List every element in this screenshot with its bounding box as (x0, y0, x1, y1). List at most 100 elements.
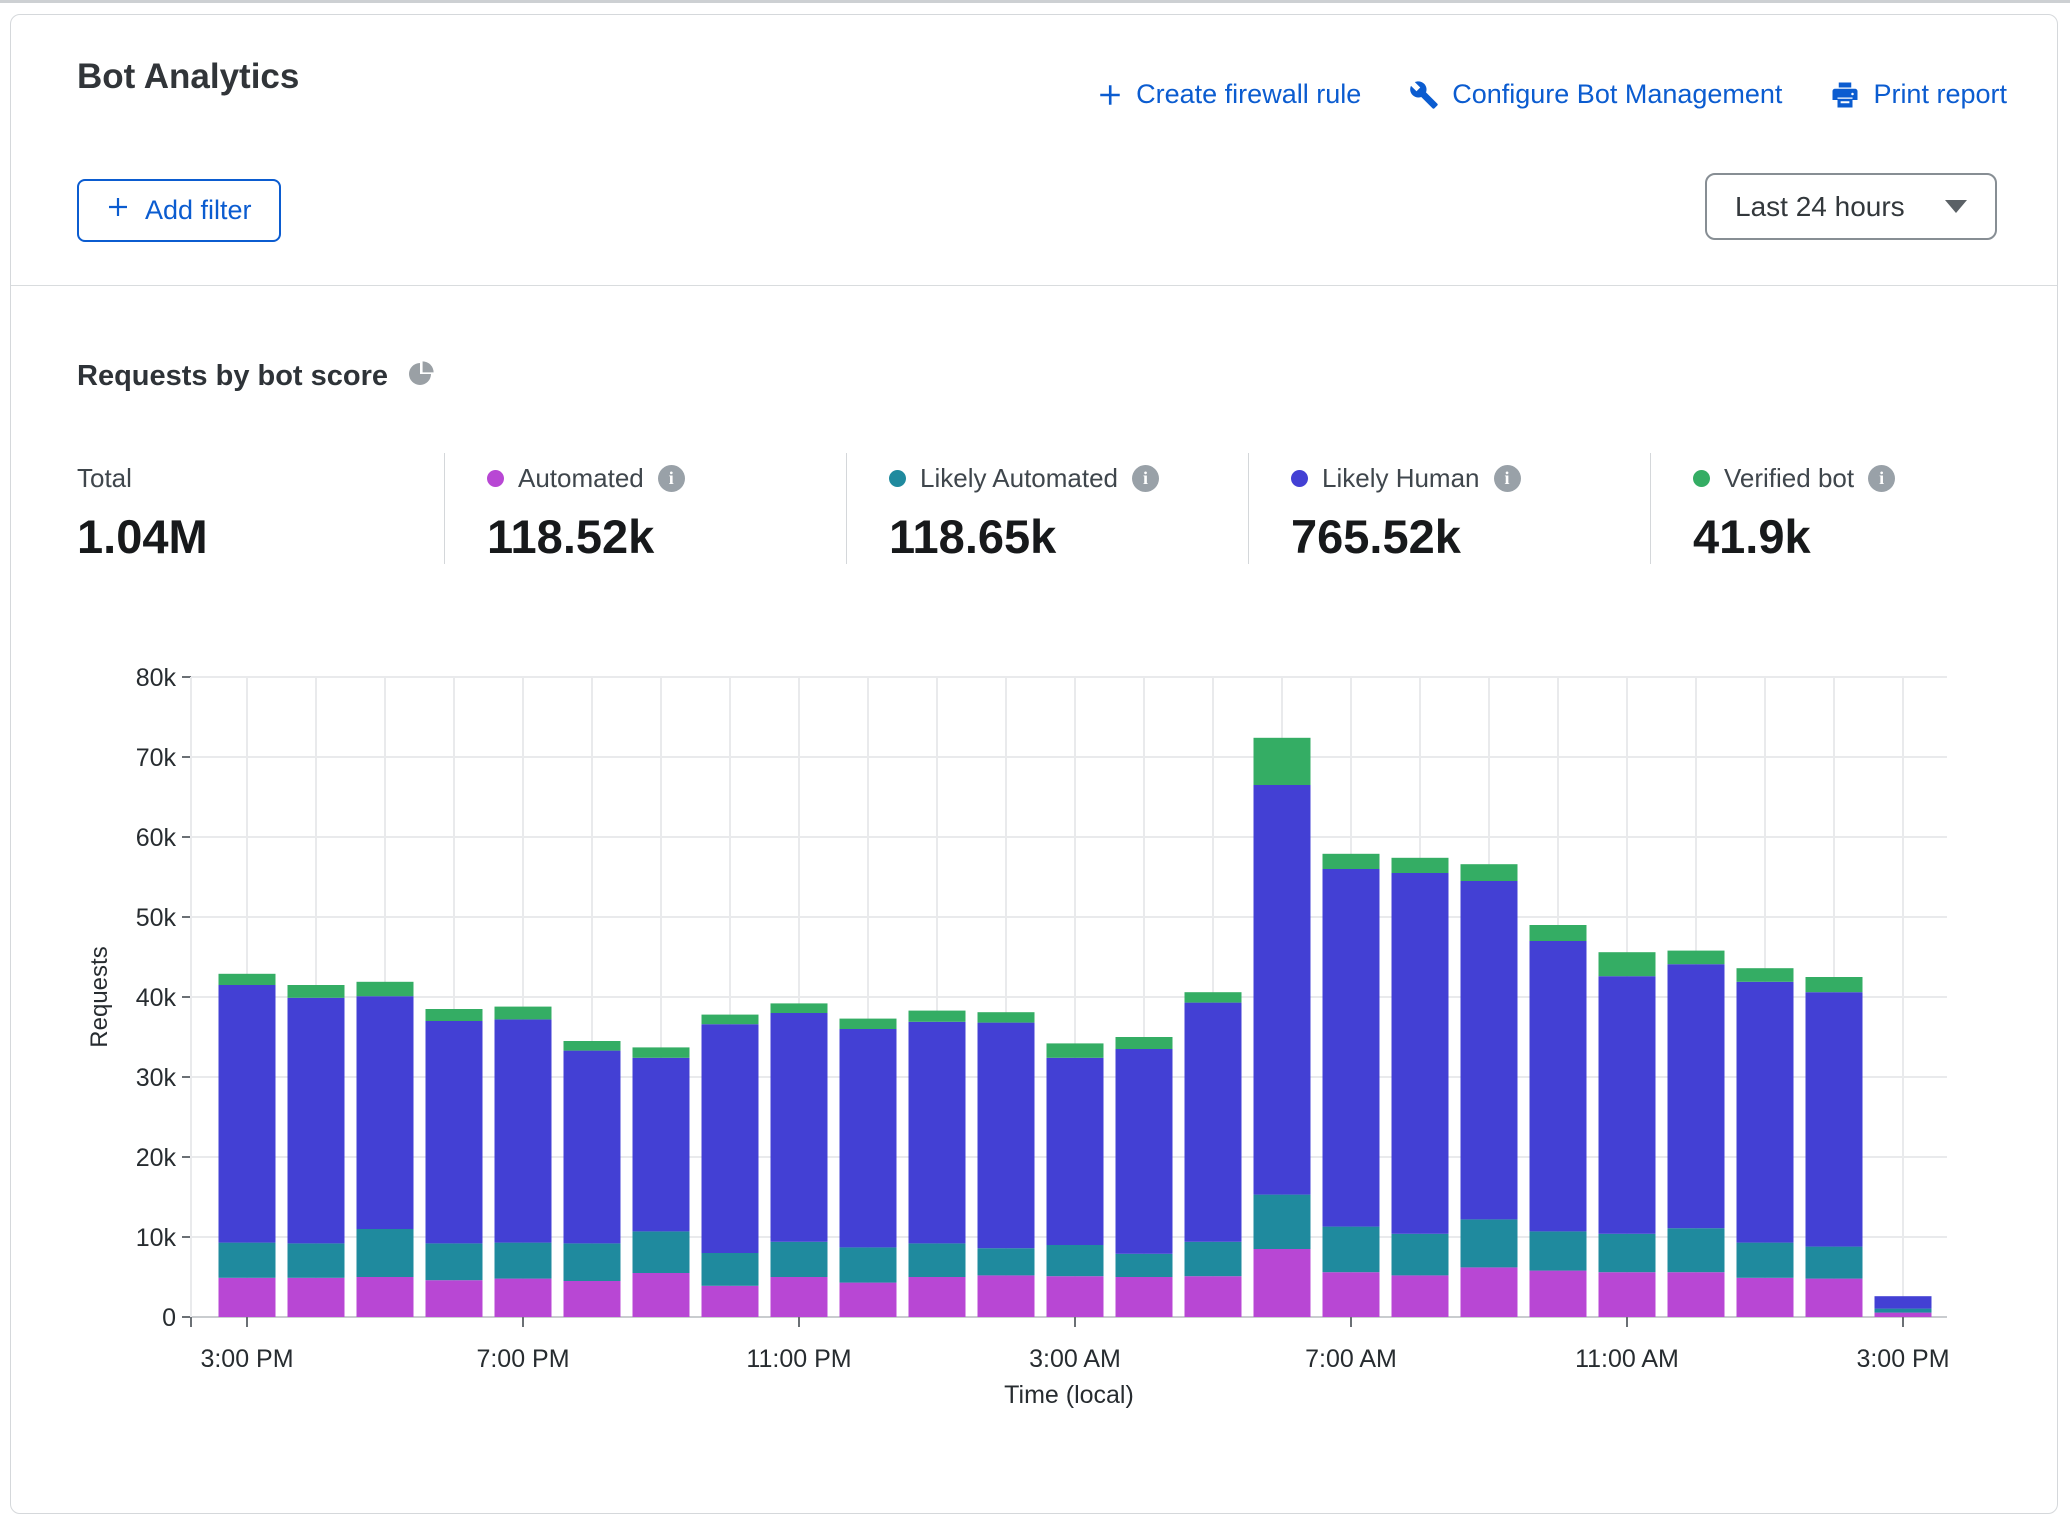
bar-segment-likely-human[interactable] (1875, 1296, 1932, 1308)
bar-segment-likely-human[interactable] (1737, 982, 1794, 1243)
bar-segment-likely-automated[interactable] (1116, 1254, 1173, 1277)
bar-segment-verified-bot[interactable] (1737, 968, 1794, 982)
bar-segment-verified-bot[interactable] (426, 1009, 483, 1021)
bar-segment-likely-human[interactable] (1185, 1003, 1242, 1242)
bar-segment-automated[interactable] (495, 1279, 552, 1317)
bar-segment-verified-bot[interactable] (288, 985, 345, 998)
bar-segment-verified-bot[interactable] (564, 1041, 621, 1051)
bar-segment-likely-human[interactable] (1116, 1049, 1173, 1254)
bar-segment-automated[interactable] (1668, 1272, 1725, 1317)
bar-segment-likely-automated[interactable] (1668, 1228, 1725, 1272)
bar-segment-likely-automated[interactable] (1323, 1227, 1380, 1273)
bar-segment-likely-automated[interactable] (1599, 1234, 1656, 1272)
bar-segment-automated[interactable] (357, 1277, 414, 1317)
bar-segment-automated[interactable] (564, 1281, 621, 1317)
bar-segment-verified-bot[interactable] (1185, 992, 1242, 1002)
bar-segment-verified-bot[interactable] (840, 1019, 897, 1029)
bar-segment-automated[interactable] (1461, 1267, 1518, 1317)
bar-segment-verified-bot[interactable] (702, 1015, 759, 1025)
configure-bot-management-link[interactable]: Configure Bot Management (1409, 79, 1782, 110)
bar-segment-automated[interactable] (1530, 1271, 1587, 1317)
bar-segment-verified-bot[interactable] (633, 1047, 690, 1057)
bar-segment-automated[interactable] (1599, 1272, 1656, 1317)
bar-segment-verified-bot[interactable] (771, 1003, 828, 1013)
bar-segment-automated[interactable] (1254, 1249, 1311, 1317)
time-range-dropdown[interactable]: Last 24 hours (1705, 173, 1997, 240)
bar-segment-likely-human[interactable] (633, 1058, 690, 1232)
bar-segment-likely-automated[interactable] (1254, 1195, 1311, 1249)
bar-segment-automated[interactable] (426, 1280, 483, 1317)
bar-segment-likely-human[interactable] (1254, 785, 1311, 1195)
bar-segment-verified-bot[interactable] (1530, 925, 1587, 941)
bar-segment-automated[interactable] (978, 1275, 1035, 1317)
bar-segment-automated[interactable] (1185, 1276, 1242, 1317)
bar-segment-likely-automated[interactable] (702, 1253, 759, 1286)
bar-segment-likely-human[interactable] (1392, 873, 1449, 1234)
bar-segment-verified-bot[interactable] (357, 982, 414, 996)
bar-segment-verified-bot[interactable] (909, 1011, 966, 1022)
info-icon[interactable]: i (1868, 465, 1895, 492)
bar-segment-automated[interactable] (1737, 1278, 1794, 1317)
bar-segment-likely-human[interactable] (1599, 976, 1656, 1234)
bar-segment-automated[interactable] (1875, 1313, 1932, 1317)
bar-segment-likely-automated[interactable] (1737, 1243, 1794, 1278)
bar-segment-automated[interactable] (702, 1286, 759, 1317)
bar-segment-likely-automated[interactable] (840, 1247, 897, 1282)
bar-segment-likely-human[interactable] (1668, 964, 1725, 1228)
bar-segment-likely-human[interactable] (1323, 869, 1380, 1227)
bar-segment-likely-automated[interactable] (771, 1242, 828, 1277)
bar-segment-likely-automated[interactable] (357, 1229, 414, 1277)
bar-segment-automated[interactable] (1116, 1277, 1173, 1317)
bar-segment-likely-automated[interactable] (1875, 1309, 1932, 1313)
bar-segment-likely-automated[interactable] (633, 1231, 690, 1273)
bar-segment-automated[interactable] (771, 1277, 828, 1317)
bar-segment-verified-bot[interactable] (1599, 952, 1656, 976)
bar-segment-likely-automated[interactable] (564, 1243, 621, 1281)
bar-segment-likely-human[interactable] (840, 1029, 897, 1247)
print-report-link[interactable]: Print report (1830, 79, 2007, 110)
bar-segment-verified-bot[interactable] (219, 974, 276, 985)
bar-segment-likely-automated[interactable] (1185, 1242, 1242, 1276)
bar-segment-likely-human[interactable] (909, 1022, 966, 1244)
bar-segment-automated[interactable] (288, 1278, 345, 1317)
bar-segment-likely-human[interactable] (426, 1021, 483, 1243)
bar-segment-verified-bot[interactable] (1461, 864, 1518, 881)
bar-segment-likely-automated[interactable] (1461, 1219, 1518, 1267)
bar-segment-likely-human[interactable] (495, 1019, 552, 1242)
bar-segment-likely-human[interactable] (1806, 992, 1863, 1246)
bar-segment-automated[interactable] (219, 1278, 276, 1317)
bar-segment-likely-human[interactable] (1530, 941, 1587, 1231)
bar-segment-likely-automated[interactable] (1392, 1234, 1449, 1276)
info-icon[interactable]: i (1132, 465, 1159, 492)
bar-segment-likely-human[interactable] (1461, 881, 1518, 1219)
bar-segment-likely-automated[interactable] (1047, 1245, 1104, 1276)
bar-segment-likely-human[interactable] (702, 1024, 759, 1253)
bar-segment-verified-bot[interactable] (495, 1007, 552, 1020)
bar-segment-automated[interactable] (633, 1273, 690, 1317)
bar-segment-likely-automated[interactable] (978, 1248, 1035, 1275)
add-filter-button[interactable]: Add filter (77, 179, 281, 242)
bar-segment-automated[interactable] (1323, 1272, 1380, 1317)
create-firewall-rule-link[interactable]: Create firewall rule (1097, 79, 1361, 110)
bar-segment-automated[interactable] (909, 1277, 966, 1317)
bar-segment-likely-human[interactable] (1047, 1058, 1104, 1245)
bar-segment-likely-human[interactable] (771, 1013, 828, 1242)
info-icon[interactable]: i (658, 465, 685, 492)
bar-segment-likely-automated[interactable] (288, 1243, 345, 1277)
bar-segment-likely-human[interactable] (564, 1051, 621, 1244)
bar-segment-verified-bot[interactable] (1392, 858, 1449, 873)
bar-segment-automated[interactable] (840, 1283, 897, 1317)
bar-segment-likely-automated[interactable] (495, 1243, 552, 1279)
bar-segment-likely-automated[interactable] (1806, 1247, 1863, 1279)
bar-segment-verified-bot[interactable] (1806, 977, 1863, 992)
bar-segment-verified-bot[interactable] (978, 1012, 1035, 1022)
bar-segment-likely-human[interactable] (978, 1023, 1035, 1249)
bar-segment-likely-automated[interactable] (909, 1243, 966, 1277)
bar-segment-verified-bot[interactable] (1323, 854, 1380, 869)
bar-segment-likely-automated[interactable] (1530, 1231, 1587, 1270)
bar-segment-verified-bot[interactable] (1116, 1037, 1173, 1049)
bar-segment-likely-human[interactable] (219, 985, 276, 1243)
bar-segment-likely-human[interactable] (357, 996, 414, 1229)
bar-segment-likely-human[interactable] (288, 998, 345, 1244)
bar-segment-likely-automated[interactable] (219, 1243, 276, 1278)
